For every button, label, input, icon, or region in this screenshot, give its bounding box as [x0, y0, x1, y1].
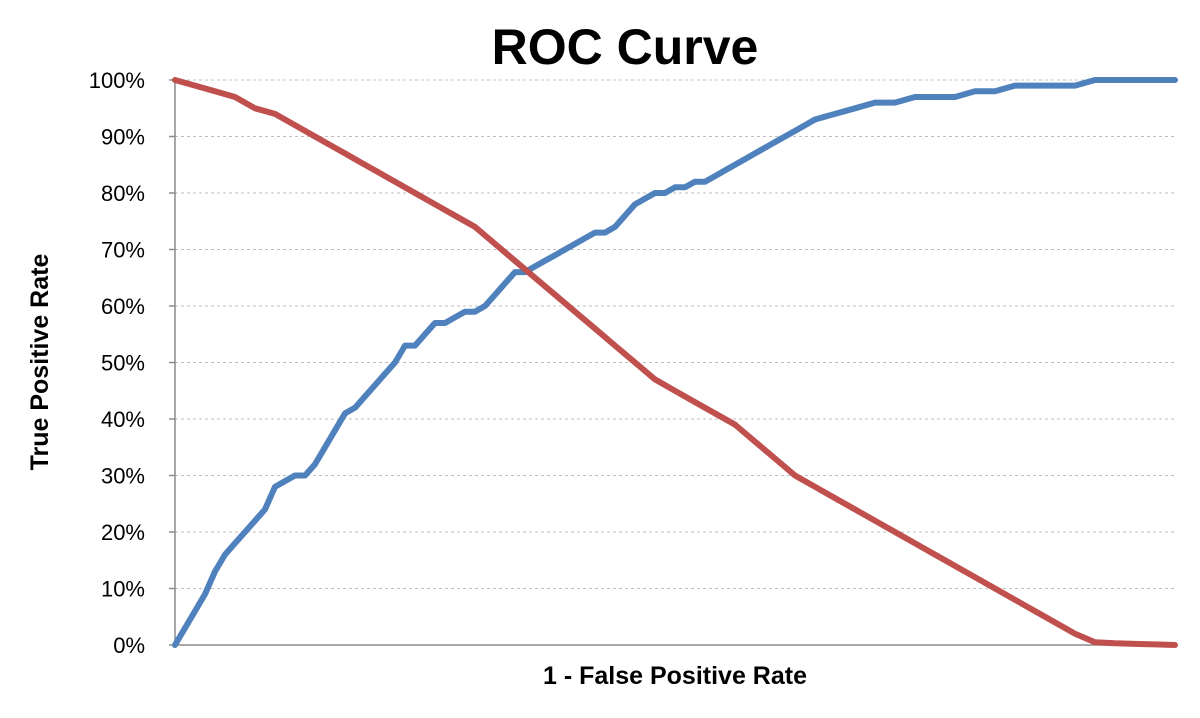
y-tick-label: 10%	[101, 577, 145, 602]
gridlines	[175, 79, 1175, 589]
series-lines	[172, 77, 1178, 648]
chart-title: ROC Curve	[492, 19, 759, 75]
y-axis-ticks: 0% 10% 20% 30% 40% 50% 60% 70% 80% 90% 100%	[89, 68, 175, 658]
y-tick-label: 90%	[101, 125, 145, 150]
y-tick-label: 30%	[101, 464, 145, 489]
y-axis-label: True Positive Rate	[26, 254, 54, 471]
y-tick-label: 100%	[89, 68, 145, 93]
y-tick-label: 40%	[101, 407, 145, 432]
y-tick-label: 50%	[101, 351, 145, 376]
y-tick-label: 80%	[101, 181, 145, 206]
y-tick-label: 60%	[101, 294, 145, 319]
y-tick-label: 0%	[113, 633, 145, 658]
x-axis-label: 1 - False Positive Rate	[543, 662, 807, 690]
series-line-red	[172, 77, 1178, 648]
y-tick-label: 70%	[101, 238, 145, 263]
series-line-blue	[172, 77, 1178, 648]
y-tick-label: 20%	[101, 520, 145, 545]
